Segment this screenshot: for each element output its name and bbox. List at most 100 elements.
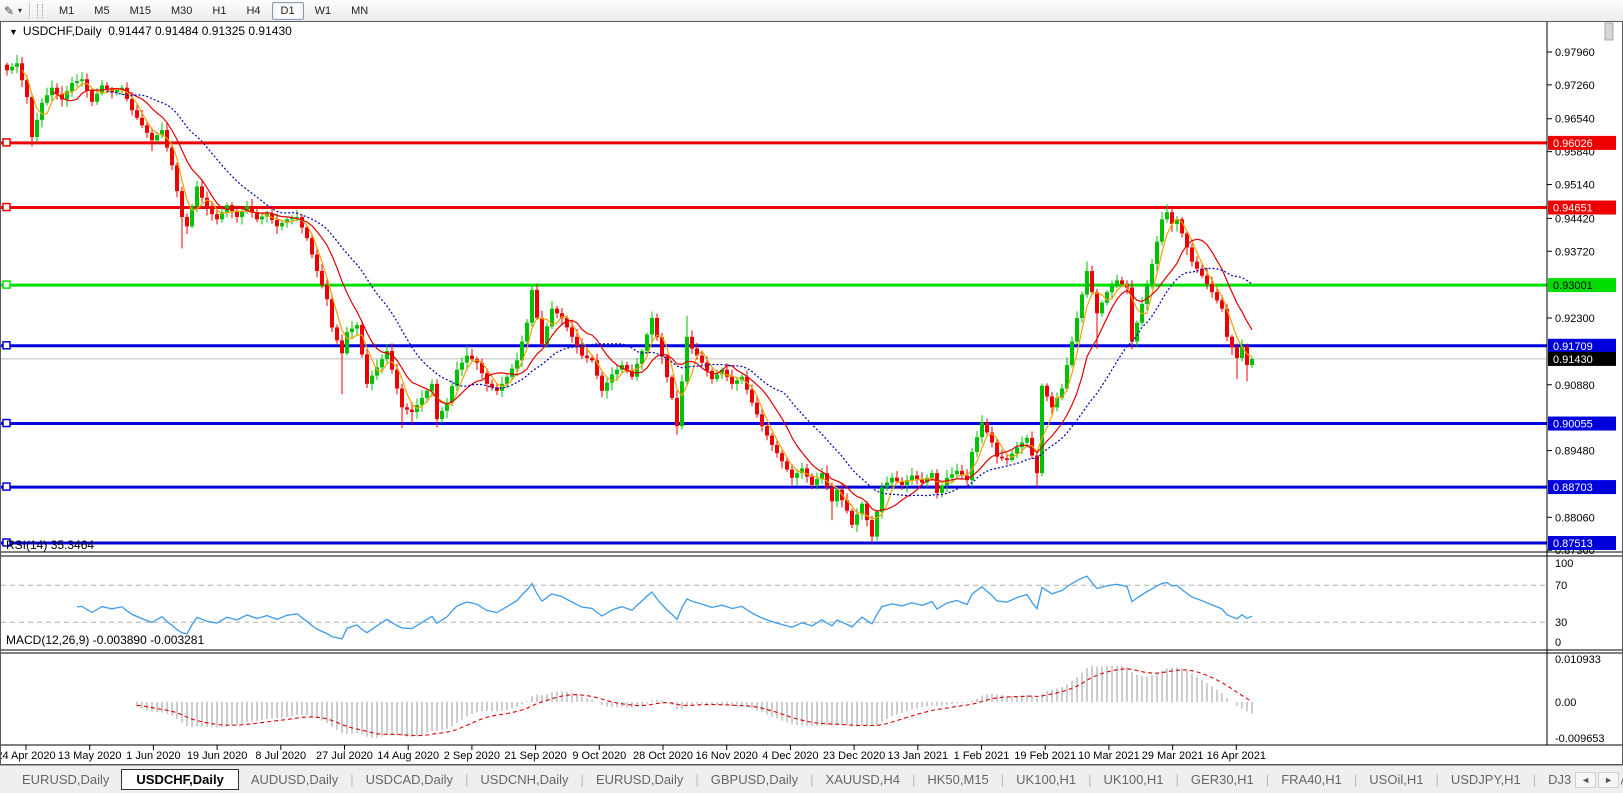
axis-label: 13 May 2020	[58, 750, 122, 762]
axis-label: 0.90055	[1553, 419, 1593, 431]
axis-label: 0.97960	[1555, 47, 1595, 59]
price-level-label-0.91709	[1548, 338, 1616, 353]
price-level-label-0.87513	[1548, 536, 1616, 551]
chart-scrollbar-nub[interactable]	[1604, 22, 1614, 41]
axis-label: 0	[1555, 637, 1561, 649]
chevron-down-icon[interactable]: ▾	[18, 6, 23, 15]
timeframe-button-W1[interactable]: W1	[314, 4, 332, 17]
timeframe-button-H4[interactable]: H4	[246, 4, 261, 17]
price-level-label-0.90055	[1548, 416, 1616, 431]
axis-label: 1 Jun 2020	[126, 750, 180, 762]
moving-average-4	[21, 69, 1253, 520]
line-anchor-marker	[2, 138, 11, 147]
axis-label: 0.95140	[1555, 180, 1595, 192]
axis-label: 0.96026	[1553, 138, 1593, 150]
axis-label: 0.91709	[1553, 341, 1593, 353]
timeframe-button-M5[interactable]: M5	[94, 4, 110, 17]
axis-label: 0.89480	[1555, 446, 1595, 458]
tab-separator: |	[695, 772, 699, 787]
tab-scroll-arrows: ◄ ►	[1571, 766, 1621, 793]
chart-dropdown-icon[interactable]: ▼	[9, 27, 18, 37]
symbol-tabs: EURUSD,Daily USDCHF,Daily AUDUSD,Daily | USD…	[10, 769, 1623, 790]
rsi-indicator-label: RSI(14) 35.3464	[6, 538, 95, 552]
price-level-label-0.93001	[1548, 278, 1616, 293]
axis-label: 0.87513	[1553, 538, 1593, 550]
tab-separator: |	[1265, 772, 1270, 787]
tab-separator: |	[1353, 772, 1358, 787]
tab-GBPUSD-Daily[interactable]: GBPUSD,Daily	[710, 772, 799, 787]
tab-USOil-H1[interactable]: USOil,H1	[1369, 772, 1424, 787]
tab-GER30-H1[interactable]: GER30,H1	[1190, 772, 1254, 787]
axis-label: 16 Nov 2020	[696, 750, 758, 762]
axis-label: 0.88060	[1555, 512, 1595, 524]
axis-label: 0.93720	[1555, 246, 1595, 258]
tab-separator: |	[350, 772, 354, 787]
tab-USDCAD-Daily[interactable]: USDCAD,Daily	[365, 772, 454, 787]
axis-label: 29 Mar 2021	[1142, 750, 1204, 762]
tab-UK100-H1[interactable]: UK100,H1	[1016, 772, 1077, 787]
axis-label: 0.97260	[1555, 80, 1595, 92]
tab-USDCHF-Daily[interactable]: USDCHF,Daily	[121, 769, 239, 790]
tab-scroll-left-icon[interactable]: ◄	[1575, 771, 1597, 788]
macd-signal-line	[136, 668, 1253, 737]
axis-label: -0.009653	[1555, 733, 1605, 745]
line-anchor-marker	[2, 538, 11, 547]
line-anchor-marker	[2, 482, 11, 491]
timeframe-button-D1[interactable]: D1	[271, 1, 304, 20]
tab-separator: |	[1088, 772, 1092, 787]
price-level-label-0.96026	[1548, 135, 1616, 150]
toolbar-grip[interactable]	[37, 3, 44, 18]
axis-label: 21 Sep 2020	[504, 750, 566, 762]
tab-USDJPY-H1[interactable]: USDJPY,H1	[1450, 772, 1521, 787]
tab-FRA40-H1[interactable]: FRA40,H1	[1281, 772, 1342, 787]
tab-XAUUSD-H4[interactable]: XAUUSD,H4	[825, 772, 900, 787]
tab-separator: |	[465, 772, 469, 787]
axis-label: 28 Oct 2020	[633, 750, 693, 762]
axis-label: 24 Apr 2020	[1, 750, 56, 762]
tab-AUDUSD-Daily[interactable]: AUDUSD,Daily	[250, 772, 339, 787]
axis-label: 0.92300	[1555, 313, 1595, 325]
tab-scroll-right-icon[interactable]: ►	[1598, 771, 1619, 788]
macd-indicator-label: MACD(12,26,9) -0.003890 -0.003281	[6, 633, 205, 647]
tab-separator: |	[810, 772, 814, 787]
tab-separator: |	[1000, 772, 1005, 787]
axis-label: 2 Sep 2020	[444, 750, 500, 762]
timeframe-button-M30[interactable]: M30	[170, 4, 193, 17]
axis-label: 30	[1555, 617, 1567, 629]
toolbar-separator	[29, 2, 32, 19]
timeframe-button-MN[interactable]: MN	[351, 4, 369, 17]
price-chart-canvas[interactable]: 0.979600.972600.965400.958400.951400.944…	[1, 22, 1622, 764]
axis-label: 16 Apr 2021	[1207, 750, 1266, 762]
tab-separator: |	[911, 772, 916, 787]
tab-HK50-M15[interactable]: HK50,M15	[927, 772, 989, 787]
axis-label: 0.94651	[1553, 203, 1593, 215]
tab-separator: |	[1175, 772, 1179, 787]
axis-label: 8 Jul 2020	[255, 750, 306, 762]
axis-label: 0.91430	[1553, 354, 1593, 366]
line-anchor-marker	[2, 280, 11, 289]
timeframe-button-H1[interactable]: H1	[212, 4, 227, 17]
tab-EURUSD-Daily[interactable]: EURUSD,Daily	[22, 772, 110, 787]
price-level-label-0.94651	[1548, 200, 1616, 215]
tab-UK100-H1[interactable]: UK100,H1	[1103, 772, 1164, 787]
timeframe-button-M1[interactable]: M1	[59, 4, 75, 17]
timeframe-button-M15[interactable]: M15	[129, 4, 151, 17]
axis-label: 0.010933	[1555, 654, 1601, 666]
axis-label: 14 Aug 2020	[377, 750, 439, 762]
axis-label: 19 Feb 2021	[1014, 750, 1076, 762]
draw-cursor-icon[interactable]: ✎	[3, 3, 15, 18]
chart-symbol-period: USDCHF,Daily	[22, 24, 102, 38]
axis-label: 70	[1555, 580, 1567, 592]
axis-label: 13 Jan 2021	[888, 750, 949, 762]
chart-window[interactable]: ▼ USDCHF,Daily 0.91447 0.91484 0.91325 0.…	[0, 21, 1623, 765]
moving-average-21	[106, 90, 1253, 497]
tab-USDCNH-Daily[interactable]: USDCNH,Daily	[480, 772, 569, 787]
axis-label: 1 Feb 2021	[954, 750, 1010, 762]
candles-group	[5, 54, 1254, 543]
line-anchor-marker	[2, 202, 11, 212]
tab-EURUSD-Daily[interactable]: EURUSD,Daily	[595, 772, 684, 787]
tab-separator: |	[1435, 772, 1439, 787]
axis-label: 10 Mar 2021	[1078, 750, 1140, 762]
line-anchor-marker	[2, 418, 11, 428]
axis-label: 0.90880	[1555, 380, 1595, 392]
